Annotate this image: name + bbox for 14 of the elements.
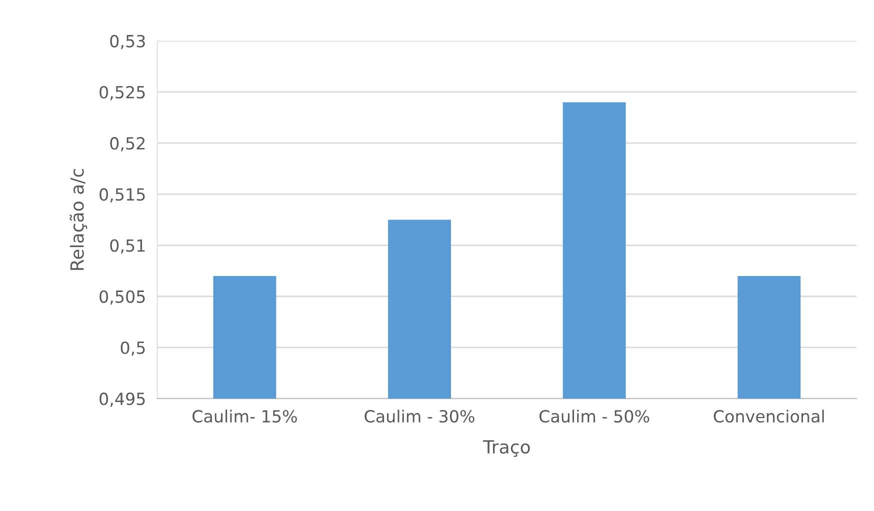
y-tick-label: 0,5 xyxy=(120,341,145,356)
x-tick-label: Caulim- 15% xyxy=(192,410,297,423)
y-tick-label: 0,53 xyxy=(110,34,145,50)
y-tick-label: 0,525 xyxy=(100,86,145,100)
x-tick-label: Convencional xyxy=(714,410,824,423)
x-axis-title: Traço xyxy=(482,440,530,457)
y-tick-label: 0,505 xyxy=(100,290,145,305)
x-tick-label: Caulim - 50% xyxy=(539,410,650,423)
y-tick-label: 0,515 xyxy=(100,188,145,202)
y-tick-label: 0,495 xyxy=(100,392,145,407)
y-tick-label: 0,52 xyxy=(110,137,145,152)
y-axis-title: Relação a/c xyxy=(70,168,88,270)
y-tick-label: 0,51 xyxy=(110,239,145,254)
x-tick-label: Caulim - 30% xyxy=(364,410,474,423)
